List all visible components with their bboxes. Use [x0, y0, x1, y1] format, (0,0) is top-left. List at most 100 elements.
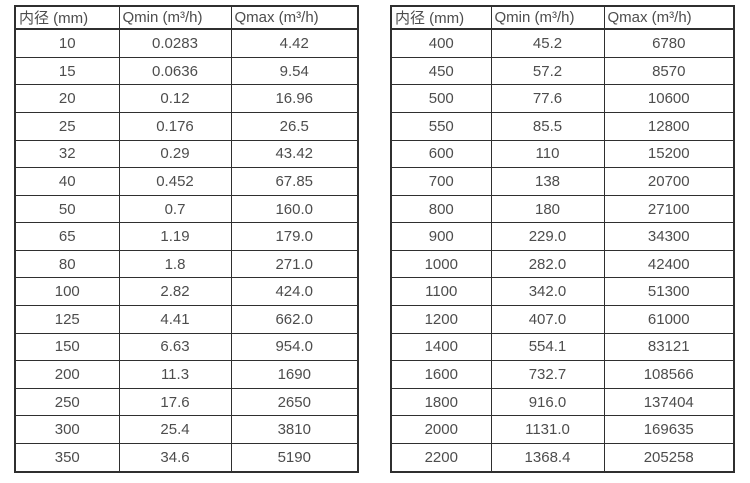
table-cell: 662.0 — [230, 305, 359, 334]
table-cell: 300 — [14, 415, 120, 444]
table-cell: 1.19 — [118, 222, 232, 251]
table-row: 20 0.12 16.96 — [14, 84, 359, 113]
table-cell: 20700 — [603, 167, 735, 196]
table-cell: 700 — [390, 167, 492, 196]
table-cell: 1400 — [390, 332, 492, 362]
table-cell: 85.5 — [490, 112, 605, 141]
table-cell: 1200 — [390, 305, 492, 334]
table-header-row: 内径 (mm) Qmin (m³/h) Qmax (m³/h) — [390, 5, 735, 30]
table-header: 内径 (mm) Qmin (m³/h) Qmax (m³/h) — [390, 5, 735, 30]
table-row: 550 85.5 12800 — [390, 112, 735, 141]
table-cell: 100 — [14, 277, 120, 307]
table-row: 50 0.7 160.0 — [14, 194, 359, 224]
table-cell: 11.3 — [118, 360, 232, 389]
table-cell: 1000 — [390, 249, 492, 279]
table-row: 2000 1131.0 169635 — [390, 415, 735, 444]
flow-table-small-diameters-container: 内径 (mm) Qmin (m³/h) Qmax (m³/h) 10 0.0283… — [14, 5, 359, 473]
table-cell: 108566 — [603, 360, 735, 389]
table-row: 2200 1368.4 205258 — [390, 442, 735, 473]
table-cell: 550 — [390, 112, 492, 141]
table-cell: 229.0 — [490, 222, 605, 251]
table-cell: 9.54 — [230, 56, 359, 86]
table-row: 800 180 27100 — [390, 194, 735, 224]
table-cell: 17.6 — [118, 387, 232, 417]
table-cell: 40 — [14, 167, 120, 196]
table-cell: 10 — [14, 28, 120, 58]
table-cell: 179.0 — [230, 222, 359, 251]
col-header-qmin: Qmin (m³/h) — [490, 5, 605, 30]
table-cell: 4.42 — [230, 28, 359, 58]
table-cell: 0.7 — [118, 194, 232, 224]
table-cell: 110 — [490, 139, 605, 169]
table-cell: 4.41 — [118, 305, 232, 334]
table-cell: 600 — [390, 139, 492, 169]
col-header-qmin: Qmin (m³/h) — [118, 5, 232, 30]
table-cell: 1690 — [230, 360, 359, 389]
table-row: 700 138 20700 — [390, 167, 735, 196]
table-row: 450 57.2 8570 — [390, 56, 735, 86]
table-cell: 342.0 — [490, 277, 605, 307]
table-row: 350 34.6 5190 — [14, 442, 359, 473]
table-cell: 400 — [390, 28, 492, 58]
table-cell: 1600 — [390, 360, 492, 389]
table-row: 300 25.4 3810 — [14, 415, 359, 444]
table-row: 10 0.0283 4.42 — [14, 28, 359, 58]
table-row: 400 45.2 6780 — [390, 28, 735, 58]
table-cell: 200 — [14, 360, 120, 389]
table-row: 1000 282.0 42400 — [390, 249, 735, 279]
table-cell: 137404 — [603, 387, 735, 417]
table-cell: 2650 — [230, 387, 359, 417]
table-cell: 271.0 — [230, 249, 359, 279]
table-cell: 6780 — [603, 28, 735, 58]
table-row: 80 1.8 271.0 — [14, 249, 359, 279]
flow-table-large-diameters: 内径 (mm) Qmin (m³/h) Qmax (m³/h) 400 45.2 6… — [390, 5, 735, 473]
col-header-inner-diameter: 内径 (mm) — [14, 5, 120, 30]
table-row: 1200 407.0 61000 — [390, 305, 735, 334]
table-cell: 407.0 — [490, 305, 605, 334]
table-cell: 500 — [390, 84, 492, 113]
table-cell: 5190 — [230, 442, 359, 473]
table-cell: 8570 — [603, 56, 735, 86]
table-cell: 1.8 — [118, 249, 232, 279]
table-cell: 169635 — [603, 415, 735, 444]
table-cell: 15200 — [603, 139, 735, 169]
table-cell: 3810 — [230, 415, 359, 444]
table-row: 250 17.6 2650 — [14, 387, 359, 417]
table-row: 1100 342.0 51300 — [390, 277, 735, 307]
table-cell: 16.96 — [230, 84, 359, 113]
table-cell: 27100 — [603, 194, 735, 224]
table-cell: 250 — [14, 387, 120, 417]
table-cell: 800 — [390, 194, 492, 224]
table-cell: 10600 — [603, 84, 735, 113]
table-row: 150 6.63 954.0 — [14, 332, 359, 362]
table-cell: 916.0 — [490, 387, 605, 417]
table-row: 32 0.29 43.42 — [14, 139, 359, 169]
table-row: 900 229.0 34300 — [390, 222, 735, 251]
table-cell: 554.1 — [490, 332, 605, 362]
table-row: 125 4.41 662.0 — [14, 305, 359, 334]
col-header-inner-diameter: 内径 (mm) — [390, 5, 492, 30]
table-header-row: 内径 (mm) Qmin (m³/h) Qmax (m³/h) — [14, 5, 359, 30]
table-cell: 83121 — [603, 332, 735, 362]
table-cell: 125 — [14, 305, 120, 334]
table-cell: 26.5 — [230, 112, 359, 141]
table-cell: 0.12 — [118, 84, 232, 113]
table-cell: 954.0 — [230, 332, 359, 362]
table-row: 1400 554.1 83121 — [390, 332, 735, 362]
table-cell: 732.7 — [490, 360, 605, 389]
col-header-qmax: Qmax (m³/h) — [603, 5, 735, 30]
table-cell: 1800 — [390, 387, 492, 417]
table-cell: 42400 — [603, 249, 735, 279]
table-row: 40 0.452 67.85 — [14, 167, 359, 196]
table-row: 500 77.6 10600 — [390, 84, 735, 113]
table-cell: 0.0283 — [118, 28, 232, 58]
table-cell: 180 — [490, 194, 605, 224]
table-cell: 50 — [14, 194, 120, 224]
table-cell: 12800 — [603, 112, 735, 141]
table-cell: 80 — [14, 249, 120, 279]
table-cell: 2000 — [390, 415, 492, 444]
table-cell: 2200 — [390, 442, 492, 473]
table-cell: 67.85 — [230, 167, 359, 196]
table-cell: 15 — [14, 56, 120, 86]
table-cell: 0.0636 — [118, 56, 232, 86]
